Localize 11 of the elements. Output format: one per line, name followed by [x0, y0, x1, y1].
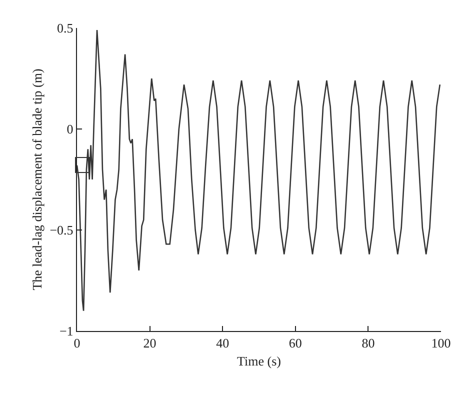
x-axis-title: Time (s): [237, 353, 281, 368]
x-tick-label: 100: [431, 336, 451, 351]
y-axis-title: The lead-lag displacement of blade tip (m): [30, 68, 45, 290]
x-tick-label: 20: [143, 336, 156, 351]
y-tick-label: −0.5: [50, 222, 74, 238]
y-tick-label: 0.5: [57, 20, 74, 36]
x-tick-label: 40: [216, 336, 230, 351]
y-tick-label: 0: [66, 122, 74, 137]
x-tick-label: 80: [362, 336, 375, 351]
y-tick-label: −1: [59, 324, 74, 339]
x-tick-label: 60: [288, 336, 302, 351]
